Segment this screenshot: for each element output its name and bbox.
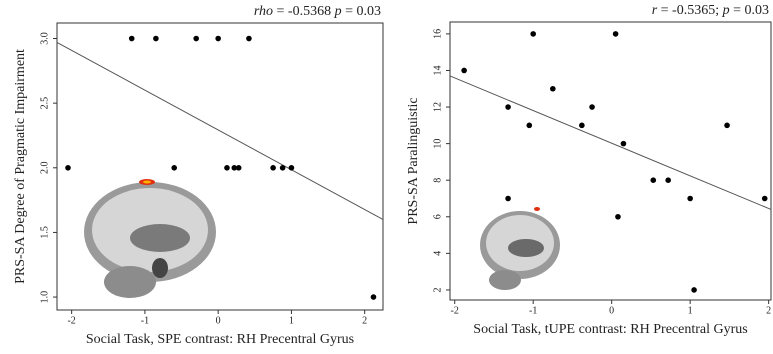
y-tick-label: 4	[432, 251, 443, 256]
point	[505, 196, 511, 202]
point	[129, 36, 135, 42]
regression-line	[450, 76, 771, 210]
brain-image-left	[84, 179, 216, 298]
point	[153, 36, 159, 42]
y-tick-label: 14	[432, 65, 443, 75]
y-tick-label: 2	[432, 287, 443, 292]
x-tick-label: -2	[451, 305, 459, 316]
point	[530, 31, 536, 37]
x-axis-label: Social Task, SPE contrast: RH Precentral…	[86, 332, 354, 347]
point	[246, 36, 252, 42]
point	[526, 123, 532, 129]
annotation-part: = 0.03	[342, 4, 381, 19]
y-tick-label: 6	[432, 214, 443, 219]
point	[621, 141, 627, 147]
brain-image-right	[480, 207, 560, 290]
point	[691, 287, 697, 293]
x-tick-label: -1	[529, 305, 537, 316]
point	[589, 104, 595, 110]
annotation-part: = 0.03	[730, 3, 769, 18]
point	[665, 177, 671, 183]
y-tick-label: 16	[432, 29, 443, 39]
page: -2-10121.01.52.02.53.0Social Task, SPE c…	[0, 0, 773, 354]
point	[236, 165, 242, 171]
point	[224, 165, 230, 171]
annotation: r = -0.5365; p = 0.03	[652, 3, 769, 18]
x-tick-label: 0	[609, 305, 614, 316]
x-tick-label: 2	[362, 315, 367, 326]
annotation-part: = -0.5365;	[657, 3, 722, 18]
point	[270, 165, 276, 171]
point	[280, 165, 286, 171]
annotation-part: p	[334, 4, 342, 19]
y-axis-label: PRS-SA Degree of Pragmatic Impairment	[13, 49, 28, 284]
y-tick-label: 2.0	[39, 162, 50, 175]
x-axis-label: Social Task, tUPE contrast: RH Precentra…	[473, 322, 747, 337]
point	[613, 31, 619, 37]
regression-line	[57, 42, 383, 219]
point	[371, 294, 377, 300]
point	[650, 177, 656, 183]
annotation-part: rho	[254, 4, 273, 19]
x-tick-label: -1	[141, 315, 149, 326]
point	[193, 36, 199, 42]
y-tick-label: 1.5	[39, 226, 50, 239]
point	[687, 196, 693, 202]
y-tick-label: 8	[432, 178, 443, 183]
point	[762, 196, 768, 202]
point	[724, 123, 730, 129]
x-tick-label: 1	[289, 315, 294, 326]
point	[171, 165, 177, 171]
annotation-part: p	[722, 3, 730, 18]
point	[505, 104, 511, 110]
figure: -2-10121.01.52.02.53.0Social Task, SPE c…	[0, 0, 773, 354]
y-axis-label: PRS-SA Paralinguistic	[406, 97, 421, 224]
point	[615, 214, 621, 220]
point	[550, 86, 556, 92]
point	[289, 165, 295, 171]
y-tick-label: 1.0	[39, 291, 50, 304]
annotation: rho = -0.5368 p = 0.03	[254, 4, 381, 19]
x-tick-label: 2	[766, 305, 771, 316]
point	[579, 123, 585, 129]
y-tick-label: 2.5	[39, 97, 50, 110]
x-tick-label: -2	[67, 315, 75, 326]
y-tick-label: 10	[432, 139, 443, 149]
point	[215, 36, 221, 42]
x-tick-label: 1	[688, 305, 693, 316]
x-tick-label: 0	[216, 315, 221, 326]
point	[461, 68, 467, 74]
point	[65, 165, 71, 171]
annotation-part: = -0.5368	[273, 4, 335, 19]
y-tick-label: 3.0	[39, 32, 50, 45]
y-tick-label: 12	[432, 102, 443, 112]
